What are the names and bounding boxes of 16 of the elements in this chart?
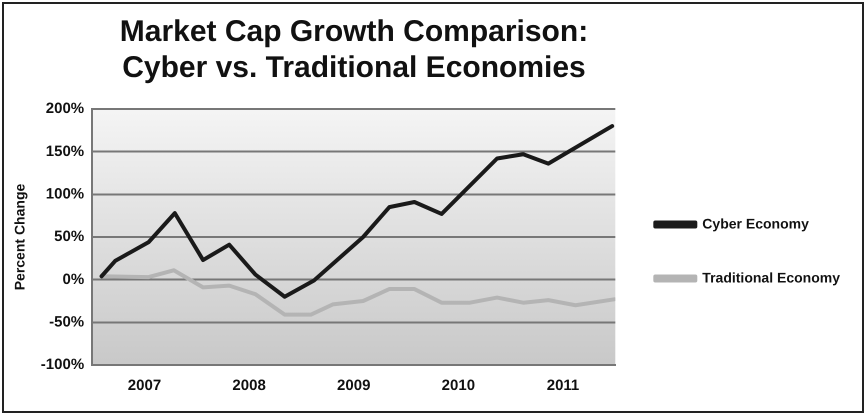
y-tick-label: -100% (40, 356, 84, 374)
x-tick-label: 2008 (232, 377, 266, 394)
y-tick-label: 100% (46, 185, 84, 202)
legend-label: Cyber Economy (702, 215, 810, 232)
x-tick-label: 2009 (337, 377, 370, 394)
y-tick-label: 200% (46, 100, 84, 118)
y-axis-title: Percent Change (11, 183, 28, 290)
y-tick-label: 150% (46, 142, 84, 160)
x-tick-label: 2011 (546, 377, 580, 394)
y-tick-label: 0% (62, 270, 84, 288)
legend-label: Traditional Economy (702, 269, 840, 286)
chart-title: Market Cap Growth Comparison: Cyber vs. Traditional Economies (118, 14, 590, 86)
y-tick-label: -50% (49, 313, 84, 330)
x-tick-label: 2007 (128, 377, 162, 394)
y-tick-label: 50% (54, 228, 84, 246)
x-tick-label: 2010 (442, 377, 476, 394)
